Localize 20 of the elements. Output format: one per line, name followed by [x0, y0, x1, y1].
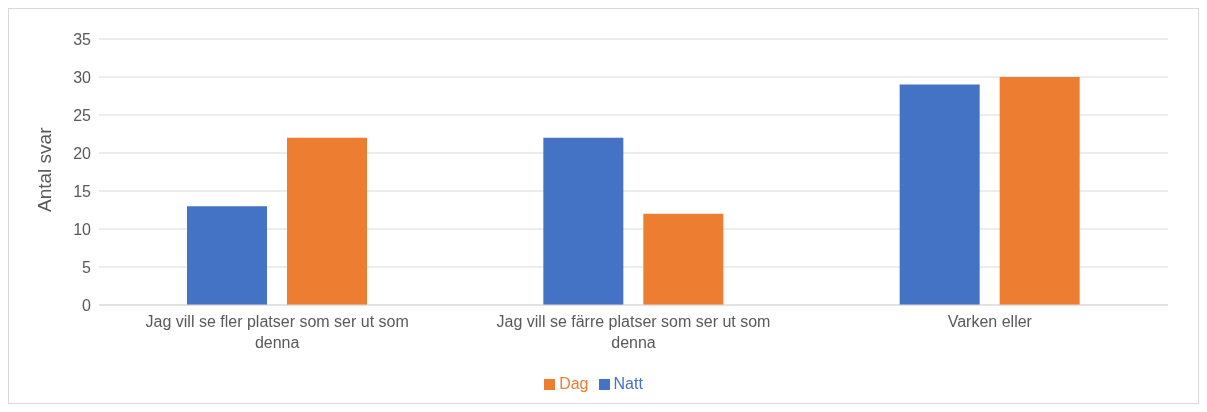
- y-axis-title: Antal svar: [33, 126, 55, 212]
- legend-label: Natt: [613, 375, 643, 392]
- bar: [287, 137, 367, 305]
- legend-label: Dag: [559, 375, 589, 392]
- y-tick-label: 15: [73, 182, 92, 200]
- bar: [543, 137, 624, 305]
- y-tick-label: 10: [73, 220, 92, 238]
- x-tick-label: Varken eller: [947, 313, 1033, 330]
- y-tick-label: 35: [73, 30, 92, 48]
- bar: [999, 77, 1080, 305]
- y-tick-label: 25: [73, 106, 92, 124]
- bar: [643, 213, 724, 305]
- y-tick-label: 0: [82, 296, 92, 314]
- x-tick-label: Jag vill se fler platser som ser ut som denna: [145, 313, 409, 351]
- y-tick-label: 5: [82, 258, 92, 276]
- bar: [187, 206, 267, 305]
- x-tick-label: Jag vill se färre platser som ser ut som denna: [496, 313, 771, 351]
- bar: [899, 84, 980, 305]
- y-tick-label: 20: [73, 144, 92, 162]
- y-tick-label: 30: [73, 68, 92, 86]
